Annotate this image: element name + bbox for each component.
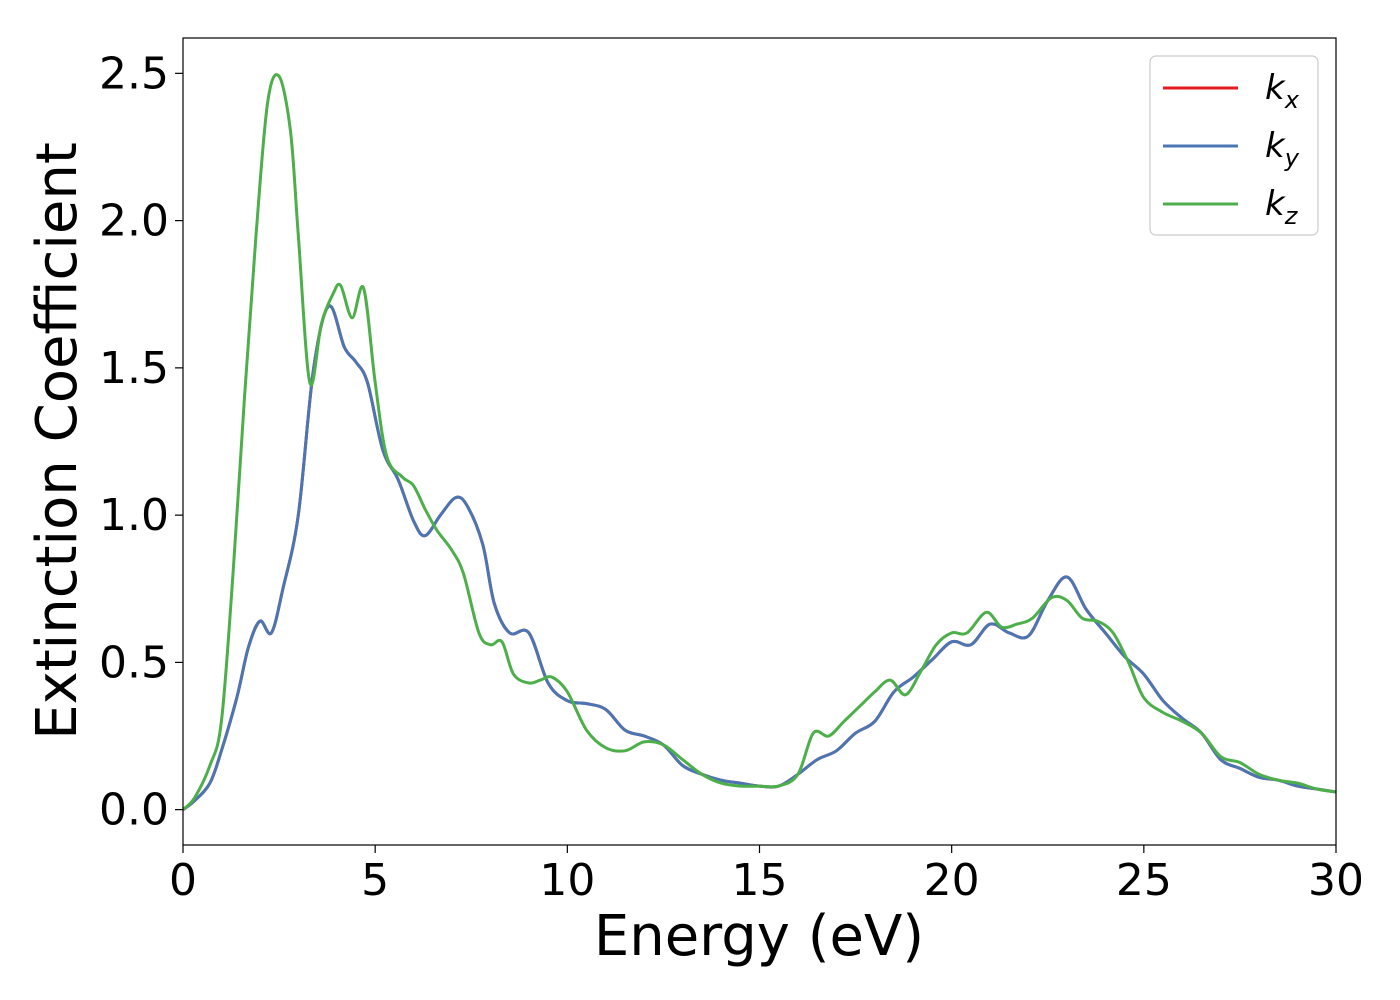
y-tick-label: 0.0: [99, 785, 169, 836]
x-tick-label: 10: [539, 855, 595, 906]
y-axis-label: Extinction Coefficient: [25, 142, 90, 740]
y-tick-label: 1.0: [99, 490, 169, 541]
legend-subscript: y: [1284, 144, 1300, 172]
series-line-ky: [183, 304, 1336, 811]
x-axis: 0 5 10 15 20 25 30: [169, 845, 1364, 906]
series-line-kz: [183, 73, 1336, 811]
y-tick-label: 1.5: [99, 343, 169, 394]
x-tick-label: 25: [1116, 855, 1172, 906]
x-tick-label: 5: [361, 855, 389, 906]
legend-subscript: x: [1284, 86, 1300, 114]
x-tick-label: 0: [169, 855, 197, 906]
y-tick-label: 0.5: [99, 637, 169, 688]
x-tick-label: 20: [924, 855, 980, 906]
x-tick-label: 15: [732, 855, 788, 906]
x-tick-label: 30: [1308, 855, 1364, 906]
series-line-kx: [183, 304, 1336, 811]
y-tick-label: 2.0: [99, 196, 169, 247]
y-axis: 0.0 0.5 1.0 1.5 2.0 2.5: [99, 48, 183, 836]
series-layer: [183, 73, 1336, 811]
x-axis-label: Energy (eV): [594, 904, 924, 969]
y-tick-label: 2.5: [99, 48, 169, 99]
legend-subscript: z: [1284, 202, 1299, 230]
